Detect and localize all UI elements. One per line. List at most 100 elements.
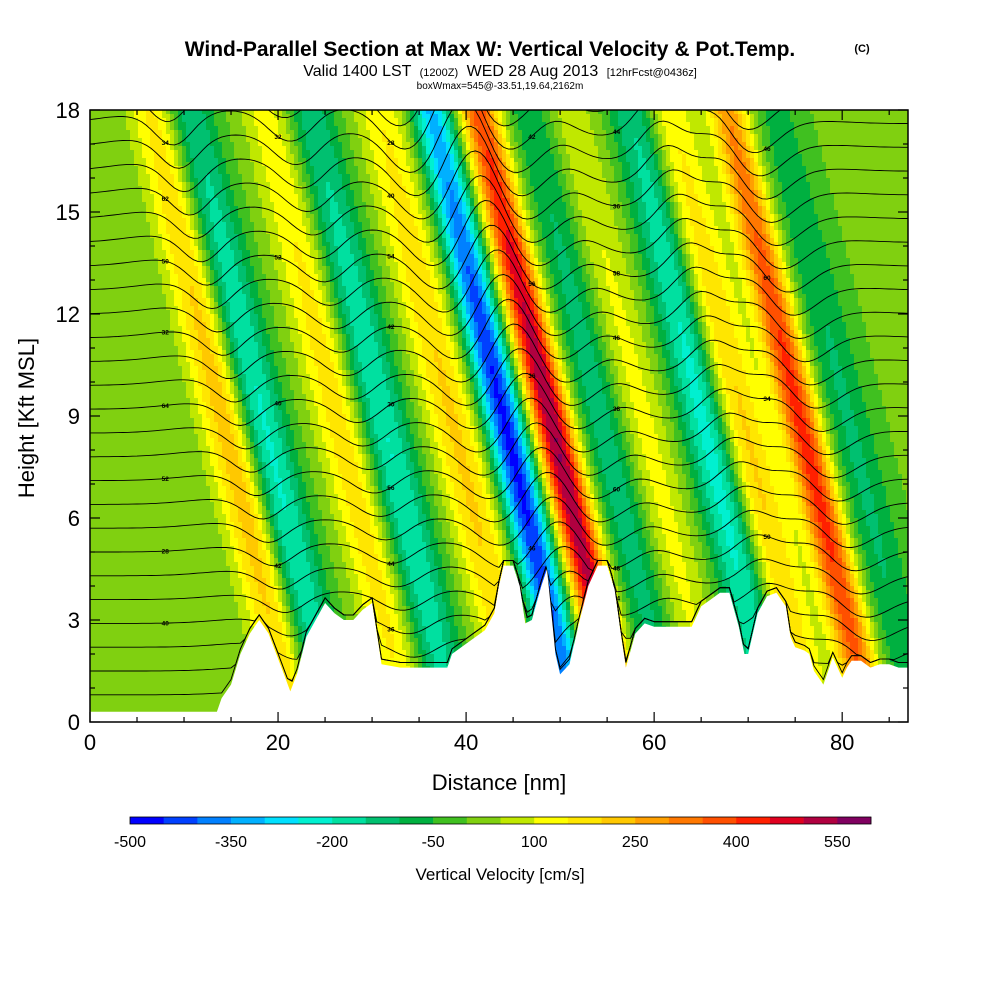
field-cell — [434, 142, 439, 147]
field-cell — [694, 126, 699, 131]
field-cell — [346, 150, 351, 155]
field-cell — [714, 150, 719, 155]
field-cell — [222, 162, 227, 167]
field-cell — [606, 170, 611, 175]
field-cell — [482, 178, 487, 183]
field-cell — [118, 146, 123, 151]
field-cell — [718, 122, 723, 127]
field-cell — [626, 118, 631, 123]
field-cell — [730, 134, 735, 139]
field-cell — [382, 138, 387, 143]
field-cell — [766, 182, 771, 187]
field-cell — [602, 178, 607, 183]
field-cell — [454, 146, 459, 151]
field-cell — [158, 138, 163, 143]
field-cell — [510, 118, 515, 123]
field-cell — [174, 134, 179, 139]
field-cell — [682, 186, 687, 191]
field-cell — [578, 146, 583, 151]
field-cell — [290, 110, 295, 115]
field-cell — [478, 118, 483, 123]
field-cell — [354, 202, 359, 207]
field-cell — [282, 130, 287, 135]
field-cell — [634, 166, 639, 171]
field-cell — [286, 158, 291, 163]
field-cell — [446, 146, 451, 151]
field-cell — [826, 202, 831, 207]
field-cell — [218, 146, 223, 151]
field-cell — [854, 134, 859, 139]
field-cell — [566, 110, 571, 115]
field-cell — [346, 146, 351, 151]
field-cell — [206, 118, 211, 123]
field-cell — [898, 186, 903, 191]
field-cell — [366, 202, 371, 207]
field-cell — [102, 174, 107, 179]
field-cell — [174, 170, 179, 175]
field-cell — [418, 194, 423, 199]
field-cell — [782, 130, 787, 135]
field-cell — [574, 114, 579, 119]
field-cell — [298, 110, 303, 115]
field-cell — [238, 198, 243, 203]
field-cell — [254, 110, 259, 115]
field-cell — [362, 154, 367, 159]
field-cell — [262, 182, 267, 187]
field-cell — [718, 114, 723, 119]
field-cell — [874, 162, 879, 167]
field-cell — [122, 122, 127, 127]
field-cell — [526, 134, 531, 139]
field-cell — [158, 174, 163, 179]
field-cell — [818, 166, 823, 171]
field-cell — [790, 170, 795, 175]
field-cell — [858, 166, 863, 171]
field-cell — [214, 138, 219, 143]
field-cell — [294, 190, 299, 195]
field-cell — [214, 174, 219, 179]
field-cell — [674, 158, 679, 163]
field-cell — [398, 138, 403, 143]
field-cell — [862, 178, 867, 183]
field-cell — [690, 150, 695, 155]
field-cell — [230, 118, 235, 123]
field-cell — [530, 122, 535, 127]
field-cell — [170, 206, 175, 211]
field-cell — [858, 174, 863, 179]
field-cell — [546, 174, 551, 179]
field-cell — [794, 114, 799, 119]
field-cell — [358, 154, 363, 159]
field-cell — [190, 166, 195, 171]
field-cell — [510, 154, 515, 159]
field-cell — [802, 118, 807, 123]
field-cell — [162, 154, 167, 159]
field-cell — [242, 166, 247, 171]
field-cell — [262, 122, 267, 127]
field-cell — [906, 130, 908, 135]
field-cell — [374, 150, 379, 155]
field-cell — [246, 170, 251, 175]
field-cell — [126, 198, 131, 203]
field-cell — [134, 154, 139, 159]
field-cell — [786, 154, 791, 159]
field-cell — [626, 162, 631, 167]
field-cell — [202, 194, 207, 199]
field-cell — [782, 158, 787, 163]
field-cell — [426, 178, 431, 183]
field-cell — [682, 178, 687, 183]
field-cell — [198, 146, 203, 151]
field-cell — [374, 170, 379, 175]
field-cell — [226, 130, 231, 135]
field-cell — [446, 142, 451, 147]
field-cell — [586, 110, 591, 115]
field-cell — [238, 194, 243, 199]
field-cell — [730, 170, 735, 175]
field-cell — [322, 138, 327, 143]
field-cell — [378, 202, 383, 207]
field-cell — [322, 174, 327, 179]
field-cell — [274, 182, 279, 187]
field-cell — [742, 142, 747, 147]
field-cell — [830, 174, 835, 179]
field-cell — [418, 162, 423, 167]
field-cell — [302, 142, 307, 147]
field-cell — [234, 166, 239, 171]
